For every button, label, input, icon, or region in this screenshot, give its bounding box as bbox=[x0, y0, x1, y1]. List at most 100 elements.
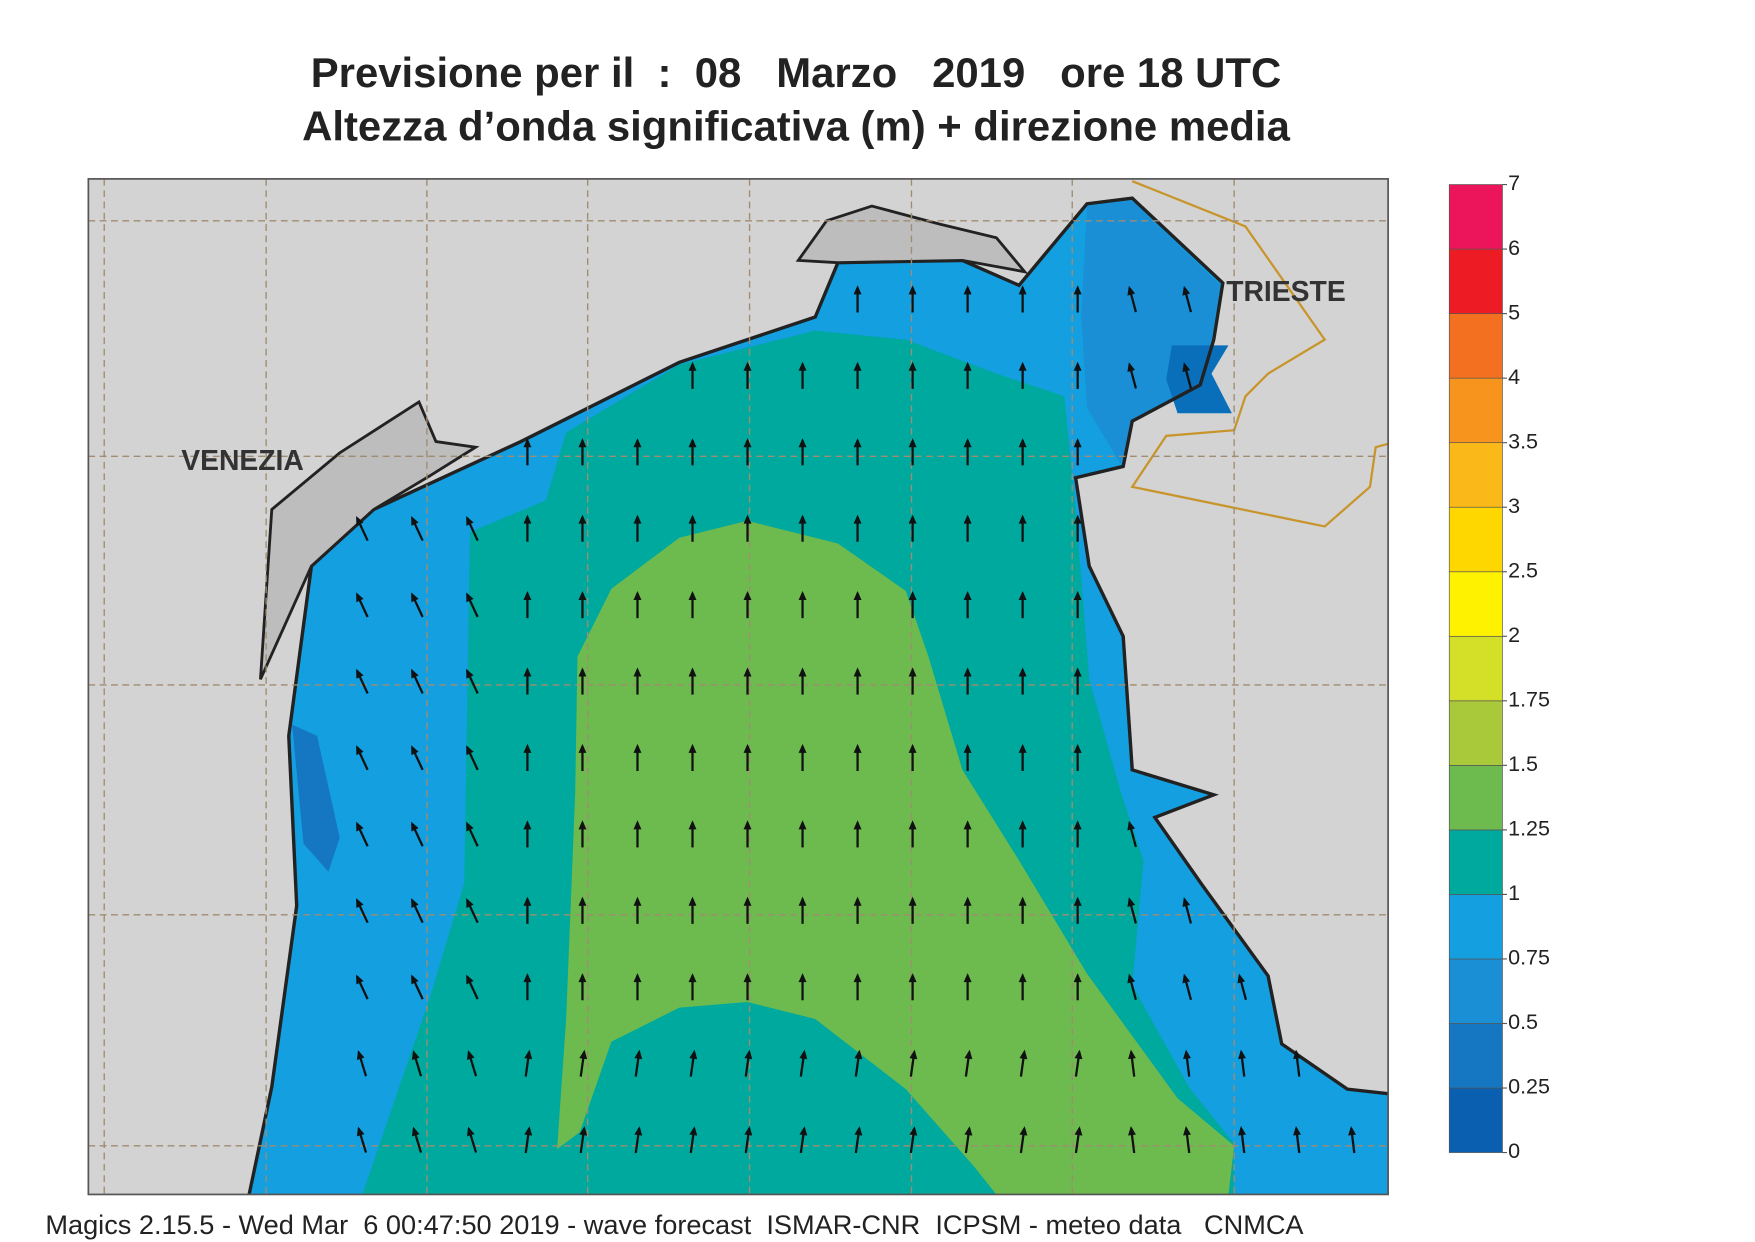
arrow bbox=[908, 590, 917, 619]
colorbar-segment bbox=[1448, 700, 1503, 766]
arrow bbox=[411, 898, 424, 924]
arrow bbox=[798, 590, 807, 619]
arrow-head bbox=[523, 514, 532, 524]
arrow bbox=[1073, 590, 1082, 619]
arrow-head bbox=[523, 973, 532, 983]
colorbar-label: 4 bbox=[1508, 365, 1520, 389]
arrow bbox=[633, 590, 642, 619]
arrow-head bbox=[1018, 590, 1027, 601]
arrow bbox=[466, 1126, 478, 1153]
arrow-head bbox=[633, 973, 642, 983]
arrow-head bbox=[963, 361, 972, 371]
arrow bbox=[633, 820, 642, 848]
arrow bbox=[356, 668, 369, 694]
arrow-head bbox=[578, 973, 587, 983]
arrow bbox=[743, 590, 752, 619]
colorbar-label: 1.25 bbox=[1508, 817, 1550, 841]
arrow bbox=[799, 1049, 808, 1077]
arrow bbox=[1348, 1126, 1357, 1154]
arrow bbox=[356, 1126, 368, 1153]
arrow bbox=[964, 1049, 973, 1077]
arrow bbox=[523, 514, 532, 542]
arrow-head bbox=[743, 743, 752, 753]
arrow-head bbox=[1293, 1049, 1302, 1060]
arrow bbox=[411, 515, 424, 542]
arrow-head bbox=[1127, 362, 1136, 373]
arrow bbox=[578, 438, 587, 466]
colorbar-label: 1.75 bbox=[1508, 688, 1550, 712]
arrow bbox=[908, 285, 917, 313]
arrow bbox=[1019, 1126, 1028, 1154]
arrow-head bbox=[1128, 1049, 1136, 1060]
arrow bbox=[523, 820, 532, 848]
arrow-head bbox=[744, 1126, 753, 1136]
arrow-head bbox=[688, 590, 697, 601]
arrow-head bbox=[1073, 438, 1082, 448]
colorbar-segment bbox=[1448, 894, 1503, 960]
arrow-head bbox=[1018, 743, 1027, 753]
colorbar-label: 5 bbox=[1508, 300, 1520, 324]
border bbox=[1130, 180, 1389, 528]
arrow-head bbox=[466, 898, 474, 908]
arrow bbox=[909, 1049, 918, 1077]
arrow-head bbox=[908, 514, 917, 524]
arrow bbox=[743, 667, 752, 695]
arrow-head bbox=[799, 1126, 808, 1136]
arrow bbox=[356, 745, 369, 771]
arrow-head bbox=[853, 896, 862, 906]
lagoon bbox=[259, 399, 480, 680]
arrow-head bbox=[963, 820, 972, 830]
arrow-head bbox=[578, 743, 587, 753]
colorbar: 0 0.25 0.5 0.75 1 1.25 1.5 1.75 2 2.5 3 3.5 4 5 6 7 bbox=[1448, 171, 1550, 1163]
colorbar-label: 0.5 bbox=[1508, 1010, 1538, 1034]
colorbar-segment bbox=[1448, 829, 1503, 895]
arrow bbox=[908, 743, 917, 772]
colorbar-segment bbox=[1448, 958, 1503, 1024]
arrow bbox=[1127, 973, 1138, 1001]
arrow-head bbox=[1183, 1049, 1191, 1060]
colorbar-label: 0 bbox=[1508, 1139, 1520, 1163]
arrow-head bbox=[1127, 973, 1136, 984]
arrow bbox=[853, 973, 862, 1001]
arrow-head bbox=[1073, 514, 1082, 524]
arrow bbox=[743, 973, 752, 1001]
arrow-head bbox=[1183, 1126, 1191, 1136]
arrow-head bbox=[523, 438, 532, 448]
arrow bbox=[688, 590, 697, 619]
arrow bbox=[963, 361, 972, 389]
arrow-head bbox=[963, 514, 972, 524]
arrow bbox=[1018, 896, 1027, 924]
subtitle: Altezza d’onda significativa (m) + direz… bbox=[302, 102, 1290, 149]
arrow bbox=[1074, 1126, 1083, 1154]
arrow-head bbox=[523, 820, 532, 830]
arrow bbox=[523, 896, 532, 924]
arrow-head bbox=[908, 743, 917, 753]
place-label: VENEZIA bbox=[181, 444, 304, 476]
arrow-head bbox=[798, 438, 807, 448]
arrow-head bbox=[853, 361, 862, 371]
arrow-head bbox=[799, 1049, 808, 1060]
arrow bbox=[743, 820, 752, 848]
arrow bbox=[744, 1049, 753, 1077]
arrow bbox=[1182, 973, 1193, 1001]
arrow bbox=[1018, 820, 1027, 848]
arrow-head bbox=[356, 898, 364, 908]
arrow-head bbox=[466, 745, 474, 756]
arrow bbox=[1073, 361, 1082, 389]
arrow-head bbox=[908, 285, 917, 295]
colorbar-segment bbox=[1448, 506, 1503, 573]
arrow bbox=[1182, 285, 1193, 313]
arrow bbox=[963, 743, 972, 772]
arrow-head bbox=[908, 667, 917, 677]
arrow bbox=[743, 896, 752, 924]
arrow bbox=[964, 1126, 973, 1154]
arrow bbox=[1073, 973, 1082, 1001]
arrow-head bbox=[1018, 667, 1027, 677]
arrow-head bbox=[578, 896, 587, 906]
map-frame bbox=[87, 178, 1389, 1196]
arrow bbox=[1128, 1049, 1136, 1077]
arrow bbox=[853, 667, 862, 695]
arrow-head bbox=[411, 745, 419, 756]
arrow bbox=[1018, 438, 1027, 466]
colorbar-label: 3 bbox=[1508, 494, 1520, 518]
